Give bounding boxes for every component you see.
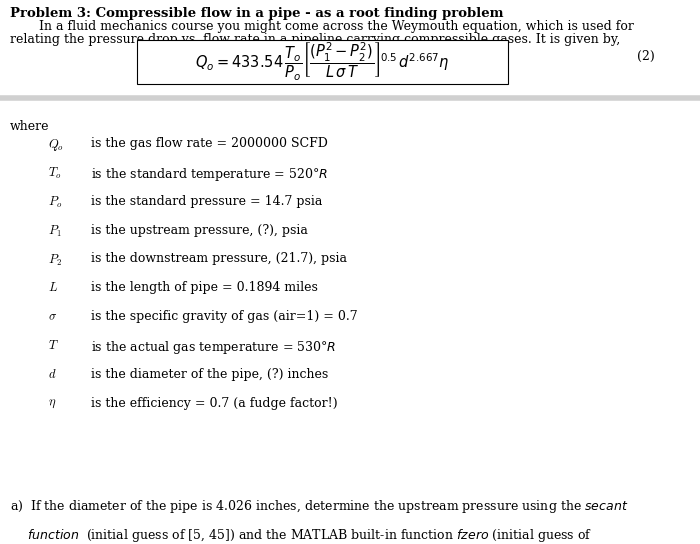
Text: $\eta$: $\eta$ <box>48 397 56 410</box>
Text: $\sigma$: $\sigma$ <box>48 310 57 323</box>
Text: $T$: $T$ <box>48 339 58 352</box>
Text: is the standard pressure = 14.7 psia: is the standard pressure = 14.7 psia <box>91 195 323 208</box>
Text: $P_1$: $P_1$ <box>48 224 61 239</box>
Text: is the diameter of the pipe, (?) inches: is the diameter of the pipe, (?) inches <box>91 368 328 381</box>
Text: $d$: $d$ <box>48 368 56 381</box>
Text: $L$: $L$ <box>48 281 57 294</box>
Text: In a fluid mechanics course you might come across the Weymouth equation, which i: In a fluid mechanics course you might co… <box>27 20 634 33</box>
Text: $Q_o$: $Q_o$ <box>48 137 64 153</box>
Text: is the upstream pressure, (?), psia: is the upstream pressure, (?), psia <box>91 224 308 237</box>
Bar <box>136 40 508 84</box>
Text: is the gas flow rate = 2000000 SCFD: is the gas flow rate = 2000000 SCFD <box>91 137 328 150</box>
Text: is the length of pipe = 0.1894 miles: is the length of pipe = 0.1894 miles <box>91 281 318 294</box>
Text: is the standard temperature = 520°$R$: is the standard temperature = 520°$R$ <box>91 166 328 183</box>
Text: $P_2$: $P_2$ <box>48 252 62 268</box>
Text: $P_o$: $P_o$ <box>48 195 62 210</box>
Text: is the downstream pressure, (21.7), psia: is the downstream pressure, (21.7), psia <box>91 252 347 265</box>
Text: relating the pressure drop vs. flow rate in a pipeline carrying compressible gas: relating the pressure drop vs. flow rate… <box>10 33 620 46</box>
Text: $Q_o = 433.54\,\dfrac{T_o}{P_o}\left[\dfrac{(P_1^2 - P_2^2)}{L\,\sigma\,T}\right: $Q_o = 433.54\,\dfrac{T_o}{P_o}\left[\df… <box>195 41 449 83</box>
Text: is the specific gravity of gas (air=1) = 0.7: is the specific gravity of gas (air=1) =… <box>91 310 358 323</box>
Text: $T_o$: $T_o$ <box>48 166 61 181</box>
Text: is the actual gas temperature = 530°$R$: is the actual gas temperature = 530°$R$ <box>91 339 336 356</box>
Text: a)  If the diameter of the pipe is 4.026 inches, determine the upstream pressure: a) If the diameter of the pipe is 4.026 … <box>10 498 628 515</box>
Text: Problem 3: Compressible flow in a pipe - as a root finding problem: Problem 3: Compressible flow in a pipe -… <box>10 7 503 20</box>
Text: $\it{function}$  (initial guess of [5, 45]) and the MATLAB built-in function $\i: $\it{function}$ (initial guess of [5, 45… <box>27 527 592 543</box>
Text: where: where <box>10 120 49 133</box>
Text: (2): (2) <box>637 50 654 63</box>
Text: is the efficiency = 0.7 (a fudge factor!): is the efficiency = 0.7 (a fudge factor!… <box>91 397 337 410</box>
